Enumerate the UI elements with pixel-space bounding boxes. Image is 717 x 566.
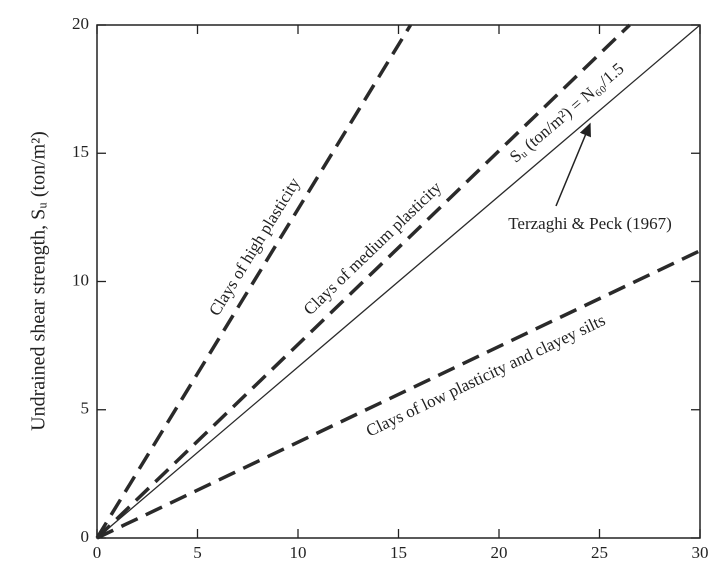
y-tick-label: 15	[72, 142, 89, 161]
x-tick-label: 20	[491, 543, 508, 562]
line-label: Clays of high plasticity	[205, 174, 304, 319]
x-tick-label: 0	[93, 543, 102, 562]
series-line	[97, 25, 411, 538]
y-tick-label: 20	[72, 14, 89, 33]
x-tick-label: 25	[591, 543, 608, 562]
x-tick-label: 30	[692, 543, 709, 562]
x-tick-label: 10	[290, 543, 307, 562]
x-tick-label: 5	[193, 543, 202, 562]
series-line	[97, 251, 700, 538]
y-tick-label: 0	[81, 527, 90, 546]
line-label: Clays of low plasticity and clayey silts	[363, 310, 608, 440]
series-line	[97, 25, 700, 538]
x-tick-label: 15	[390, 543, 407, 562]
series-line	[97, 25, 630, 538]
y-axis-label: Undrained shear strength, Sᵤ (ton/m²)	[28, 131, 50, 431]
line-label: Clays of medium plasticity	[300, 177, 446, 318]
y-tick-label: 10	[72, 270, 89, 289]
chart: Undrained shear strength, Sᵤ (ton/m²) 0 5…	[0, 0, 717, 566]
line-label: Sᵤ (ton/m²) = N₆₀/1.5	[506, 59, 628, 166]
annotation: Terzaghi & Peck (1967)	[508, 214, 672, 233]
y-tick-label: 5	[81, 399, 90, 418]
annotation-arrow	[556, 124, 590, 206]
